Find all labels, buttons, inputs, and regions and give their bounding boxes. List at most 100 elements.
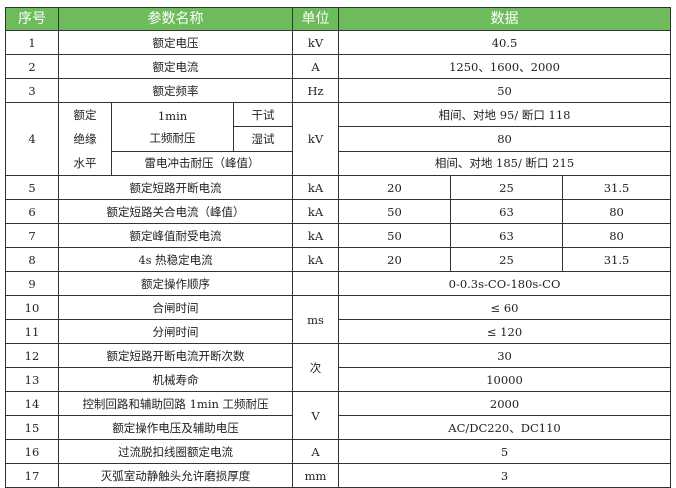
name-cell: 4s 热稳定电流 (58, 247, 293, 272)
name-cell: 过流脱扣线圈额定电流 (58, 439, 293, 464)
unit-cell: V (292, 391, 339, 440)
value-cell: 5 (337, 439, 672, 464)
value-cell: 1250、1600、2000 (337, 54, 672, 79)
power-frequency-cell: 1min 工频耐压 (111, 102, 234, 152)
name-cell: 额定操作电压及辅助电压 (58, 415, 293, 440)
group-line: 水平 (73, 156, 97, 170)
value-cell: ≤ 60 (337, 295, 672, 320)
unit-cell: kA (292, 223, 339, 248)
name-cell: 灭弧室动静触头允许磨损厚度 (58, 463, 293, 488)
value-cell: 50 (337, 78, 672, 103)
group-line: 额定 (73, 108, 97, 122)
value-cell: 20 (338, 175, 451, 200)
value-cell: 25 (450, 175, 563, 200)
table-row: 5 额定短路开断电流 kA 20 25 31.5 (5, 175, 672, 200)
table-row: 13 机械寿命 10000 (5, 367, 672, 392)
name-cell: 额定峰值耐受电流 (58, 223, 293, 248)
value-cell: 相间、对地 185/ 断口 215 (337, 150, 672, 177)
sub-name-line: 1min (157, 108, 188, 123)
seq-cell: 1 (5, 30, 59, 55)
seq-cell: 17 (5, 463, 59, 488)
value-cell: AC/DC220、DC110 (337, 415, 672, 440)
name-cell: 合闸时间 (58, 295, 293, 320)
table-row: 8 4s 热稳定电流 kA 20 25 31.5 (5, 247, 672, 272)
value-cell: 10000 (337, 367, 672, 392)
header-unit: 单位 (292, 7, 339, 31)
unit-cell: kV (292, 102, 339, 176)
table-row: 11 分闸时间 ≤ 120 (5, 319, 672, 344)
table-row: 4 额定绝缘水平 1min 工频耐压 干试 kV 相间、对地 95/ 断口 118 (5, 101, 672, 176)
seq-cell: 4 (5, 102, 59, 176)
dry-test-cell: 干试 (233, 101, 293, 128)
table-row: 7 额定峰值耐受电流 kA 50 63 80 (5, 223, 672, 248)
value-cell: 20 (338, 247, 451, 272)
table-row: 14 控制回路和辅助回路 1min 工频耐压 V 2000 (5, 391, 672, 440)
value-cell: 25 (450, 247, 563, 272)
seq-cell: 2 (5, 54, 59, 79)
seq-cell: 12 (5, 343, 59, 368)
value-cell: 63 (450, 199, 563, 224)
table-row: 15 额定操作电压及辅助电压 AC/DC220、DC110 (5, 415, 672, 440)
table-row: 9 额定操作顺序 0-0.3s-CO-180s-CO (5, 271, 672, 296)
unit-cell: kA (292, 175, 339, 200)
sub-name-line: 工频耐压 (149, 130, 196, 145)
value-cell: 40.5 (337, 30, 672, 55)
header-row: 序号 参数名称 单位 数据 (5, 7, 672, 31)
parameter-table: 序号 参数名称 单位 数据 1 额定电压 kV 40.5 2 额定电流 A 1250、160… (5, 7, 672, 488)
unit-cell: kA (292, 199, 339, 224)
table-row: 3 额定频率 Hz 50 (5, 78, 672, 103)
wet-test-cell: 湿试 (233, 126, 293, 152)
name-cell: 额定操作顺序 (58, 271, 293, 296)
seq-cell: 16 (5, 439, 59, 464)
value-cell: 80 (337, 126, 672, 152)
seq-cell: 9 (5, 271, 59, 296)
name-cell: 额定频率 (58, 78, 293, 103)
value-cell: 50 (338, 199, 451, 224)
value-cell: 63 (450, 223, 563, 248)
seq-cell: 7 (5, 223, 59, 248)
header-seq: 序号 (5, 7, 59, 31)
table-row: 12 额定短路开断电流开断次数次 30 (5, 343, 672, 392)
name-cell: 机械寿命 (58, 367, 293, 392)
unit-cell: Hz (292, 78, 339, 103)
value-cell: 0-0.3s-CO-180s-CO (337, 271, 672, 296)
value-cell: 30 (337, 343, 672, 368)
value-cell: ≤ 120 (337, 319, 672, 344)
seq-cell: 13 (5, 367, 59, 392)
name-cell: 额定短路关合电流（峰值） (58, 199, 293, 224)
seq-cell: 5 (5, 175, 59, 200)
table-row: 10 合闸时间 ms ≤ 60 (5, 295, 672, 344)
value-cell: 31.5 (561, 247, 672, 272)
header-name: 参数名称 (58, 7, 293, 31)
table-row: 1 额定电压 kV 40.5 (5, 30, 672, 55)
unit-cell: kA (292, 247, 339, 272)
seq-cell: 8 (5, 247, 59, 272)
value-cell: 相间、对地 95/ 断口 118 (337, 101, 672, 128)
value-cell: 2000 (337, 391, 672, 416)
unit-cell: kV (292, 30, 339, 55)
value-cell: 50 (338, 223, 451, 248)
header-data: 数据 (337, 7, 672, 31)
unit-cell: mm (292, 463, 339, 488)
name-cell: 分闸时间 (58, 319, 293, 344)
name-cell: 额定电流 (58, 54, 293, 79)
name-cell: 控制回路和辅助回路 1min 工频耐压 (58, 391, 293, 416)
lightning-cell: 雷电冲击耐压（峰值） (111, 150, 293, 177)
unit-cell (292, 271, 339, 296)
seq-cell: 10 (5, 295, 59, 320)
insulation-level-cell: 额定 绝缘 水平 (58, 102, 112, 176)
group-line: 绝缘 (73, 132, 97, 146)
value-cell: 31.5 (561, 175, 672, 200)
seq-cell: 11 (5, 319, 59, 344)
name-cell: 额定短路开断电流 (58, 175, 293, 200)
value-cell: 80 (561, 199, 672, 224)
value-cell: 3 (337, 463, 672, 488)
table-row: 2 额定电流 A 1250、1600、2000 (5, 54, 672, 79)
table-row: 17 灭弧室动静触头允许磨损厚度 mm 3 (5, 463, 672, 488)
seq-cell: 15 (5, 415, 59, 440)
seq-cell: 6 (5, 199, 59, 224)
table-row: 16 过流脱扣线圈额定电流 A 5 (5, 439, 672, 464)
name-cell: 额定电压 (58, 30, 293, 55)
unit-cell: ms (292, 295, 339, 344)
name-cell: 额定短路开断电流开断次数 (58, 343, 293, 368)
